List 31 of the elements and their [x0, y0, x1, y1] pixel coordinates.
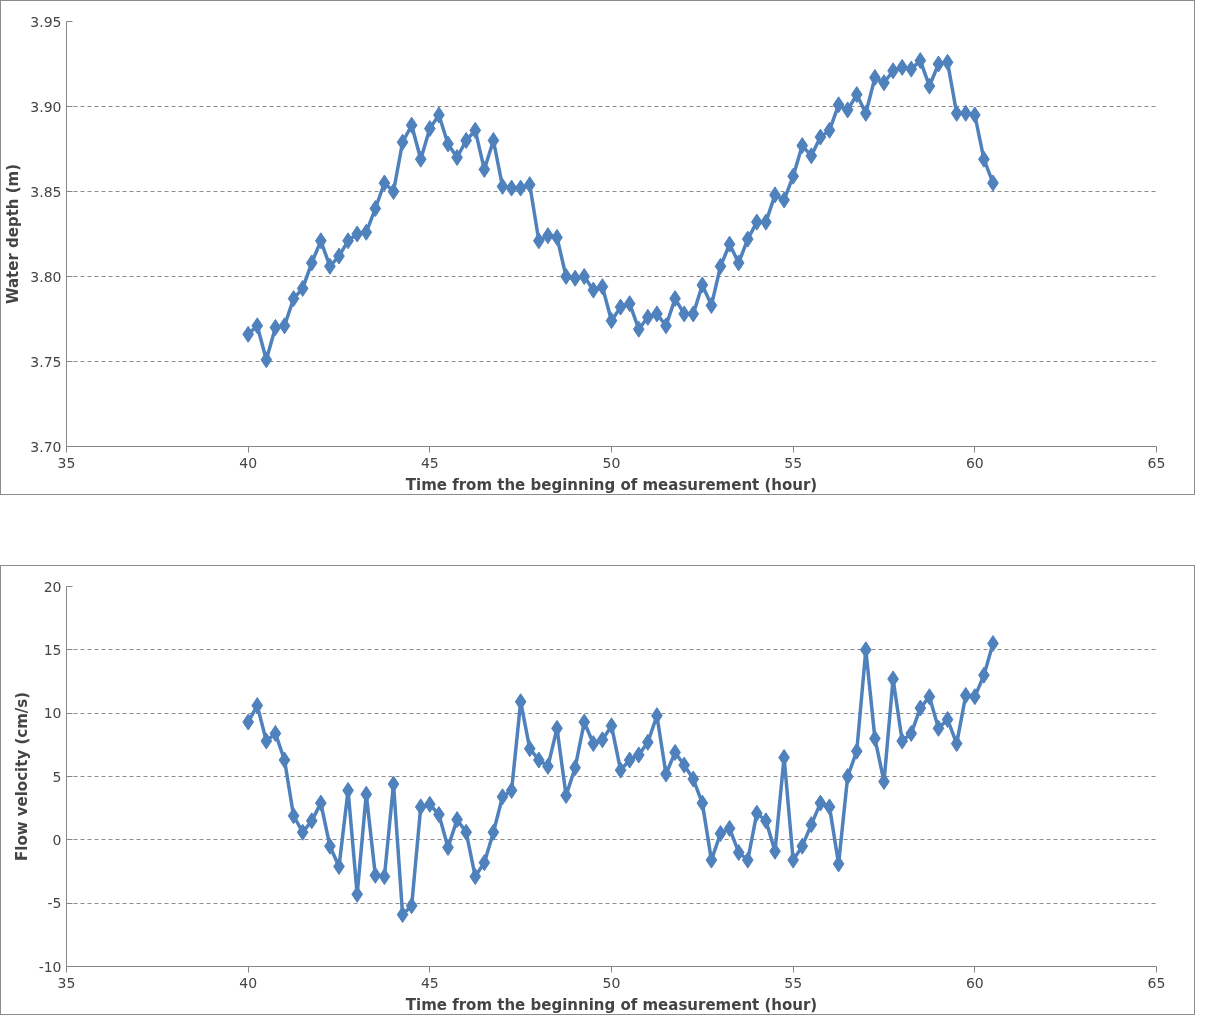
- x-tick-label: 65: [1147, 454, 1166, 471]
- y-tick-label: 3.70: [30, 438, 62, 455]
- y-axis-title: Flow velocity (cm/s): [12, 691, 31, 862]
- y-tick-label: -5: [47, 895, 62, 912]
- y-tick-label: 3.90: [30, 98, 62, 115]
- x-tick-label: 35: [57, 974, 76, 991]
- x-axis-title: Time from the beginning of measurement (hour): [405, 475, 818, 494]
- y-tick-label: -10: [38, 958, 62, 975]
- x-tick-label: 55: [784, 974, 803, 991]
- y-tick-label: 3.75: [30, 353, 62, 370]
- x-tick-label: 40: [239, 974, 258, 991]
- y-tick-label: 0: [52, 831, 62, 848]
- x-tick-label: 35: [57, 454, 76, 471]
- y-tick-label: 20: [43, 578, 62, 595]
- y-tick-label: 10: [43, 705, 62, 722]
- x-tick-label: 50: [602, 454, 621, 471]
- y-tick-label: 5: [52, 768, 62, 785]
- x-axis-title: Time from the beginning of measurement (hour): [405, 995, 818, 1014]
- y-tick-label: 3.80: [30, 268, 62, 285]
- y-tick-label: 3.95: [30, 13, 62, 30]
- x-tick-label: 45: [420, 454, 439, 471]
- x-tick-label: 40: [239, 454, 258, 471]
- x-tick-label: 60: [965, 454, 984, 471]
- y-tick-label: 15: [43, 641, 62, 658]
- y-axis-title: Water depth (m): [4, 163, 23, 305]
- y-tick-label: 3.85: [30, 183, 62, 200]
- x-tick-label: 60: [965, 974, 984, 991]
- x-tick-label: 45: [420, 974, 439, 991]
- x-tick-label: 65: [1147, 974, 1166, 991]
- x-tick-label: 55: [784, 454, 803, 471]
- x-tick-label: 50: [602, 974, 621, 991]
